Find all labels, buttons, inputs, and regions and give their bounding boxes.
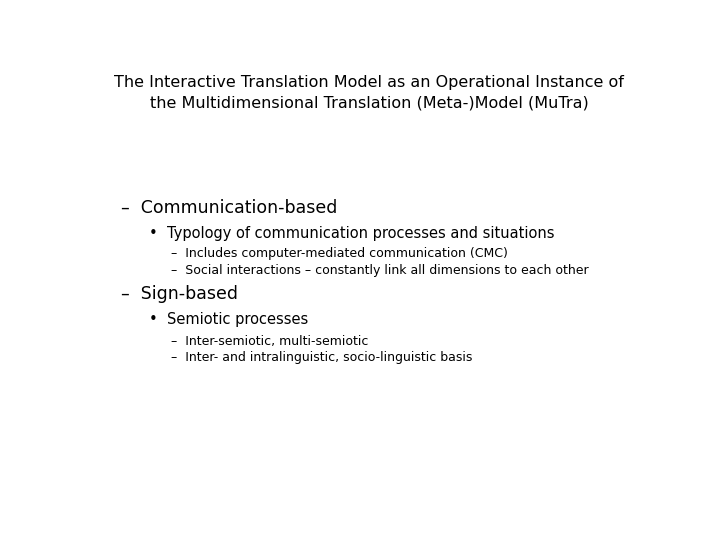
Text: •  Semiotic processes: • Semiotic processes <box>148 312 308 327</box>
Text: The Interactive Translation Model as an Operational Instance of
the Multidimensi: The Interactive Translation Model as an … <box>114 75 624 111</box>
Text: –  Sign-based: – Sign-based <box>121 285 238 303</box>
Text: •  Typology of communication processes and situations: • Typology of communication processes an… <box>148 226 554 241</box>
Text: –  Inter- and intralinguistic, socio-linguistic basis: – Inter- and intralinguistic, socio-ling… <box>171 352 472 365</box>
Text: –  Inter-semiotic, multi-semiotic: – Inter-semiotic, multi-semiotic <box>171 335 369 348</box>
Text: –  Communication-based: – Communication-based <box>121 199 337 217</box>
Text: –  Social interactions – constantly link all dimensions to each other: – Social interactions – constantly link … <box>171 264 588 277</box>
Text: –  Includes computer-mediated communication (CMC): – Includes computer-mediated communicati… <box>171 247 508 260</box>
